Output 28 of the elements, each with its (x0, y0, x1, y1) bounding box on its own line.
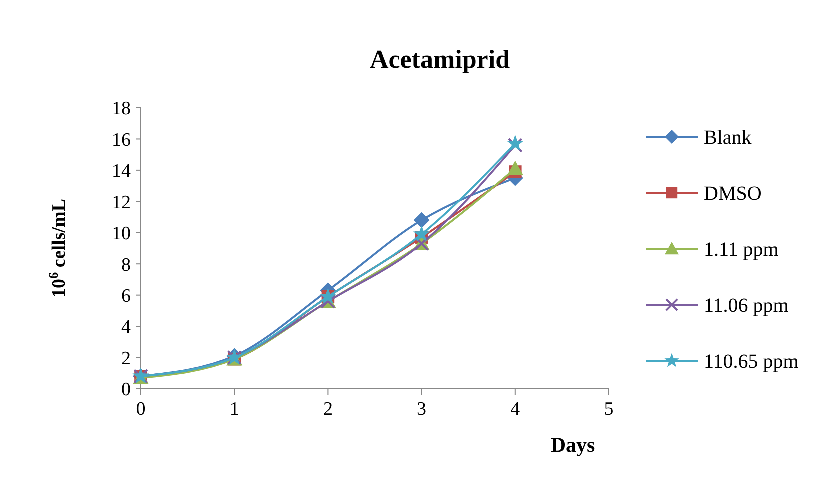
x-tick-label: 2 (323, 399, 333, 420)
legend-label: 110.65 ppm (704, 351, 800, 373)
x-tick-label: 4 (510, 399, 521, 420)
y-tick-label: 0 (122, 380, 131, 401)
y-tick-label: 8 (122, 254, 131, 276)
y-tick-label: 18 (112, 98, 131, 120)
legend-label: 11.06 ppm (704, 295, 790, 317)
point (508, 138, 523, 153)
x-tick-label: 5 (604, 399, 614, 420)
y-tick-label: 10 (112, 224, 131, 245)
y-tick-label: 4 (122, 317, 132, 338)
legend-label: Blank (704, 127, 752, 149)
y-tick-label: 14 (112, 161, 132, 182)
y-tick-label: 2 (122, 348, 131, 370)
x-tick-label: 3 (417, 399, 427, 420)
x-axis-title: Days (550, 433, 596, 457)
legend-label: 1.11 ppm (704, 239, 780, 261)
x-tick-label: 0 (136, 399, 146, 420)
y-tick-label: 6 (122, 286, 131, 307)
point (507, 160, 524, 176)
y-tick-label: 12 (112, 192, 131, 214)
x-tick-label: 1 (230, 399, 240, 420)
legend-label: DMSO (704, 183, 762, 205)
point (413, 226, 430, 242)
point (414, 212, 430, 228)
point (507, 135, 524, 152)
y-tick-label: 16 (112, 130, 131, 151)
chart-title: Acetamiprid (370, 45, 511, 74)
